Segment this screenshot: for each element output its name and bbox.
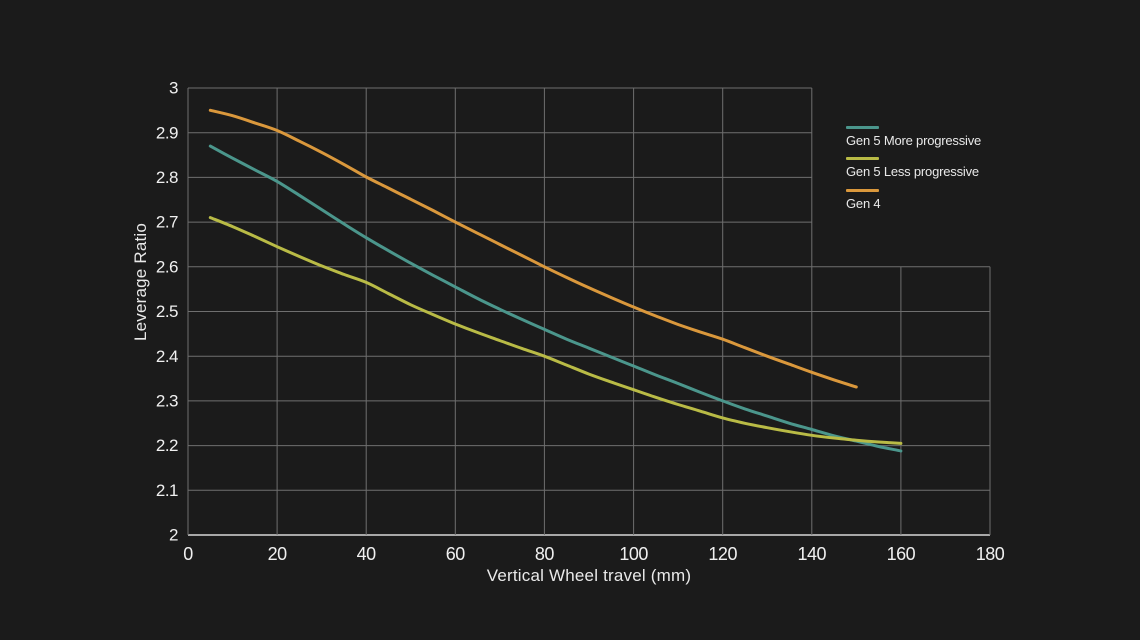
x-tick-label: 160 xyxy=(887,544,916,564)
legend-label: Gen 4 xyxy=(846,195,881,211)
series-line-gen-5-less-progressive xyxy=(208,216,903,445)
series-line-gen-4 xyxy=(208,108,858,389)
legend-label: Gen 5 Less progressive xyxy=(846,164,979,180)
legend-swatch-line xyxy=(846,157,879,161)
y-tick-label: 3 xyxy=(169,79,178,98)
y-tick-label: 2.8 xyxy=(156,168,178,187)
y-tick-label: 2.6 xyxy=(156,257,178,276)
x-tick-label: 20 xyxy=(268,544,288,564)
chart-legend: Gen 5 More progressive Gen 5 Less progres… xyxy=(846,126,981,220)
x-tick-label: 180 xyxy=(976,544,1005,564)
x-tick-label: 120 xyxy=(708,544,737,564)
x-tick-label: 0 xyxy=(183,544,193,564)
legend-item: Gen 5 Less progressive xyxy=(846,157,981,179)
y-tick-label: 2.7 xyxy=(156,213,178,232)
legend-swatch-line xyxy=(846,188,879,192)
legend-label: Gen 5 More progressive xyxy=(846,133,982,148)
y-tick-label: 2.5 xyxy=(156,302,178,321)
y-tick-label: 2.2 xyxy=(156,436,178,455)
series-lines xyxy=(208,108,903,453)
y-tick-label: 2.1 xyxy=(156,481,178,500)
x-tick-label: 60 xyxy=(446,544,466,564)
y-tick-label: 2.3 xyxy=(156,392,178,411)
y-tick-label: 2.4 xyxy=(156,347,178,366)
grid: 3 2.9 2.8 2.7 2.6 2.5 2.4 2.3 2.2 2.1 20 20 40 60 80 10… xyxy=(156,79,1005,564)
x-axis-title: Vertical Wheel travel (mm) xyxy=(486,566,692,585)
x-tick-label: 80 xyxy=(535,544,555,564)
x-tick-label: 140 xyxy=(798,544,827,564)
series-line-gen-5-more-progressive xyxy=(208,144,903,453)
y-axis-title: Leverage Ratio xyxy=(131,222,150,342)
x-tick-label: 100 xyxy=(619,544,648,564)
y-tick-label: 2.9 xyxy=(156,123,178,142)
legend-item: Gen 5 More progressive xyxy=(846,126,981,148)
legend-item: Gen 4 xyxy=(846,188,981,211)
x-tick-label: 40 xyxy=(357,544,377,564)
legend-swatch-line xyxy=(846,126,879,129)
y-tick-label: 2 xyxy=(169,526,178,545)
